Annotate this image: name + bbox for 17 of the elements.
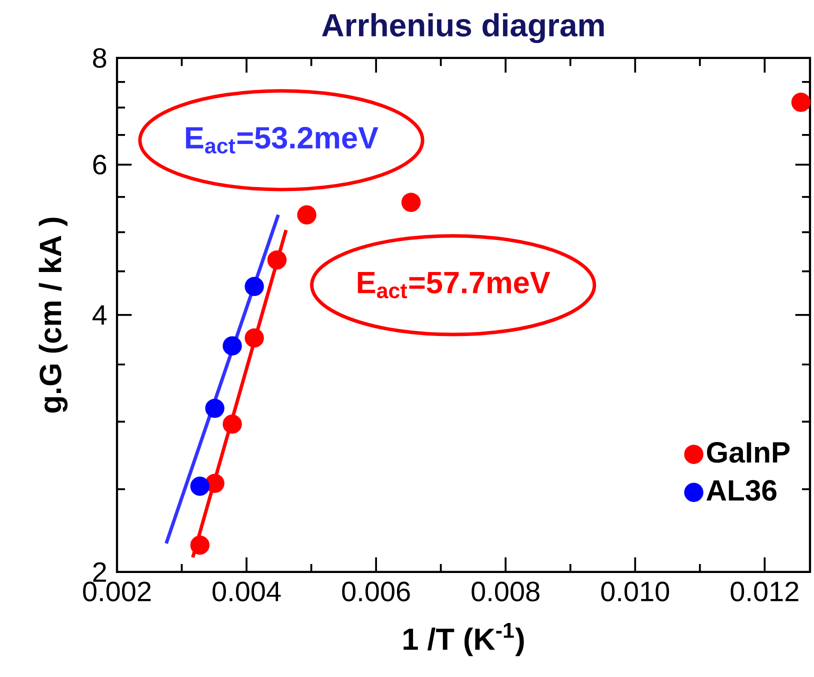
y-tick-label: 4 bbox=[92, 305, 107, 325]
x-tick-label: 0.012 bbox=[730, 582, 798, 602]
legend-label: GaInP bbox=[706, 442, 790, 463]
x-axis-title: 1 /T (K$^{-1}$) bbox=[404, 622, 524, 656]
annotation: E$_{act}$=57.7meV bbox=[358, 272, 550, 298]
y-tick-label: 8 bbox=[93, 48, 106, 68]
y-tick-label: 2 bbox=[93, 562, 106, 582]
x-tick-label: 0.010 bbox=[601, 582, 670, 602]
annotation: E$_{act}$=53.2meV bbox=[186, 126, 378, 154]
x-tick-label: 0.002 bbox=[83, 582, 151, 602]
x-tick-label: 0.006 bbox=[342, 582, 410, 602]
legend-label: AL36 bbox=[706, 480, 776, 501]
x-tick-label: 0.004 bbox=[212, 582, 281, 602]
y-axis-title: g.G (cm / kA ) bbox=[38, 218, 68, 413]
chart-title: Arrhenius diagram bbox=[322, 13, 604, 44]
y-tick-label: 6 bbox=[93, 154, 106, 175]
x-tick-label: 0.008 bbox=[472, 582, 540, 602]
